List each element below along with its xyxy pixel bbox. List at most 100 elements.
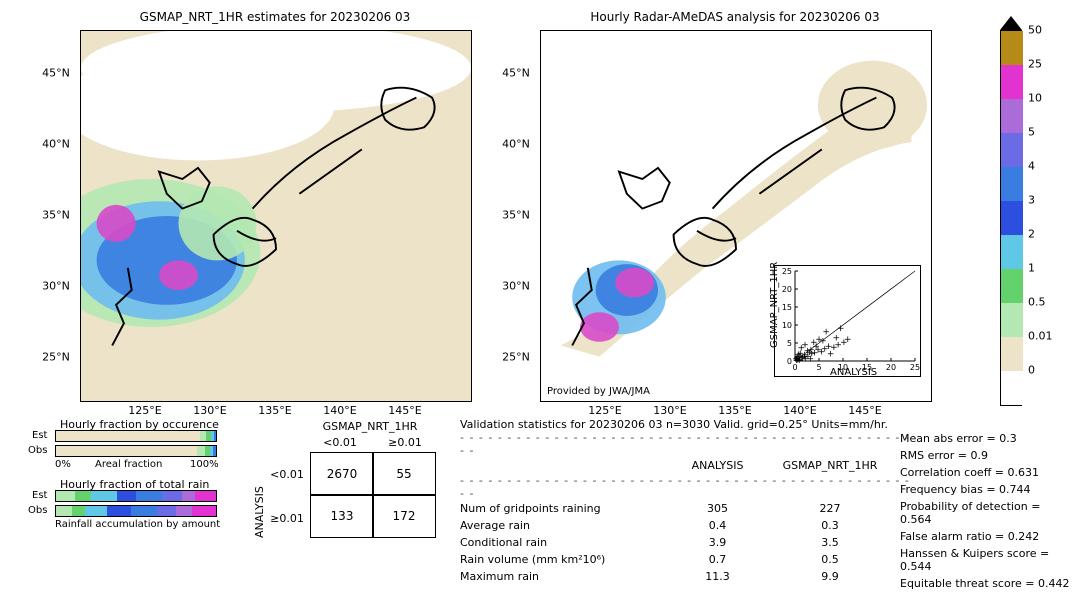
metric-line: Equitable threat score = 0.442 <box>900 577 1075 590</box>
svg-text:20: 20 <box>782 285 792 294</box>
map-xtick: 135°E <box>258 404 291 417</box>
stats-cell: 0.7 <box>670 551 765 568</box>
colorbar-seg <box>1001 337 1023 371</box>
bar-seg <box>56 506 72 516</box>
map-xtick: 125°E <box>128 404 161 417</box>
colorbar-tick: 3 <box>1028 194 1035 207</box>
ct-row0: <0.01 <box>267 468 307 481</box>
map-ytick: 30°N <box>38 280 74 293</box>
metric-line: Mean abs error = 0.3 <box>900 432 1075 445</box>
stats-row: Maximum rain11.39.9 <box>460 568 910 585</box>
svg-text:+: + <box>807 345 815 355</box>
left-map-panel <box>80 30 472 402</box>
svg-text:+: + <box>827 349 835 359</box>
bar-seg <box>162 491 183 501</box>
colorbar-tick: 0 <box>1028 364 1035 377</box>
occ-xright: 100% <box>190 459 219 470</box>
stats-cell: Maximum rain <box>460 568 670 585</box>
colorbar-seg <box>1001 235 1023 269</box>
stats-header: ANALYSIS GSMAP_NRT_1HR <box>460 457 910 474</box>
stats-cell: 3.5 <box>765 534 895 551</box>
bar-seg <box>157 506 176 516</box>
colorbar-over-marker <box>1000 16 1022 30</box>
bar-seg <box>85 506 107 516</box>
metric-line: Hanssen & Kuipers score = 0.544 <box>900 547 1075 573</box>
ct-cell-01: 55 <box>372 452 436 496</box>
ct-cell-00: 2670 <box>310 452 374 496</box>
stats-row: Rain volume (mm km²10⁶)0.70.5 <box>460 551 910 568</box>
svg-text:+: + <box>844 335 852 345</box>
stats-cell: Rain volume (mm km²10⁶) <box>460 551 670 568</box>
total-obs-bar <box>55 505 217 517</box>
svg-text:0: 0 <box>792 363 797 372</box>
right-map-title: Hourly Radar-AMeDAS analysis for 2023020… <box>540 10 930 24</box>
inset-xlabel: ANALYSIS <box>830 367 877 378</box>
colorbar-tick: 10 <box>1028 92 1042 105</box>
ct-cell-10: 133 <box>310 494 374 538</box>
bar-seg <box>56 446 197 456</box>
stats-cell: 227 <box>765 500 895 517</box>
left-map-title: GSMAP_NRT_1HR estimates for 20230206 03 <box>80 10 470 24</box>
bar-seg <box>213 446 216 456</box>
colorbar-seg <box>1001 133 1023 167</box>
map-xtick: 130°E <box>653 404 686 417</box>
map-ytick: 40°N <box>38 137 74 150</box>
stats-sep2: - - - - - - - - - - - - - - - - - - - - … <box>460 474 910 500</box>
stats-cell: Conditional rain <box>460 534 670 551</box>
ct-col1: ≥0.01 <box>375 436 435 449</box>
figure-root: GSMAP_NRT_1HR estimates for 20230206 03 … <box>0 0 1080 612</box>
total-caption: Rainfall accumulation by amount <box>55 519 220 530</box>
stats-row: Average rain0.40.3 <box>460 517 910 534</box>
bar-seg <box>214 431 216 441</box>
map-xtick: 140°E <box>783 404 816 417</box>
colorbar: 502510543210.50.010 <box>1000 30 1022 404</box>
map-ytick: 30°N <box>498 280 534 293</box>
ct-col-title: GSMAP_NRT_1HR <box>305 420 435 433</box>
metric-line: False alarm ratio = 0.242 <box>900 530 1075 543</box>
colorbar-tick: 0.5 <box>1028 296 1046 309</box>
bar-seg <box>75 491 91 501</box>
map-xtick: 145°E <box>848 404 881 417</box>
stats-cell: Num of gridpoints raining <box>460 500 670 517</box>
bar-seg <box>197 446 205 456</box>
colorbar-seg <box>1001 31 1023 65</box>
bar-seg <box>91 491 117 501</box>
bar-seg <box>136 491 162 501</box>
map-ytick: 25°N <box>38 351 74 364</box>
bar-seg <box>182 491 195 501</box>
ct-row1: ≥0.01 <box>267 512 307 525</box>
metric-line: Probability of detection = 0.564 <box>900 500 1075 526</box>
svg-text:+: + <box>837 324 845 334</box>
colorbar-tick: 25 <box>1028 58 1042 71</box>
stats-row: Num of gridpoints raining305227 <box>460 500 910 517</box>
colorbar-seg <box>1001 303 1023 337</box>
ct-col0: <0.01 <box>310 436 370 449</box>
tot-obs-label: Obs <box>28 505 47 516</box>
colorbar-tick: 0.01 <box>1028 330 1053 343</box>
provided-by-label: Provided by JWA/JMA <box>547 386 650 397</box>
metric-line: RMS error = 0.9 <box>900 449 1075 462</box>
colorbar-seg <box>1001 99 1023 133</box>
stats-title: Validation statistics for 20230206 03 n=… <box>460 418 910 431</box>
svg-text:+: + <box>833 333 841 343</box>
colorbar-seg <box>1001 269 1023 303</box>
inset-ylabel: GSMAP_NRT_1HR <box>769 262 780 348</box>
tot-est-label: Est <box>32 490 47 501</box>
bar-seg <box>56 491 75 501</box>
contingency-table: GSMAP_NRT_1HR <0.01 ≥0.01 ANALYSIS <0.01… <box>255 420 445 550</box>
map-xtick: 135°E <box>718 404 751 417</box>
map-xtick: 130°E <box>193 404 226 417</box>
stats-cell: 0.3 <box>765 517 895 534</box>
stats-row: Conditional rain3.93.5 <box>460 534 910 551</box>
colorbar-tick: 5 <box>1028 126 1035 139</box>
colorbar-tick: 4 <box>1028 160 1035 173</box>
colorbar-tick: 2 <box>1028 228 1035 241</box>
svg-text:10: 10 <box>782 321 792 330</box>
svg-text:+: + <box>807 354 815 364</box>
svg-text:25: 25 <box>910 363 920 372</box>
occ-obs-label: Obs <box>28 445 47 456</box>
metrics-list: Mean abs error = 0.3RMS error = 0.9Corre… <box>900 432 1075 594</box>
occ-xmid: Areal fraction <box>95 459 162 470</box>
svg-text:5: 5 <box>816 363 821 372</box>
colorbar-seg <box>1001 201 1023 235</box>
